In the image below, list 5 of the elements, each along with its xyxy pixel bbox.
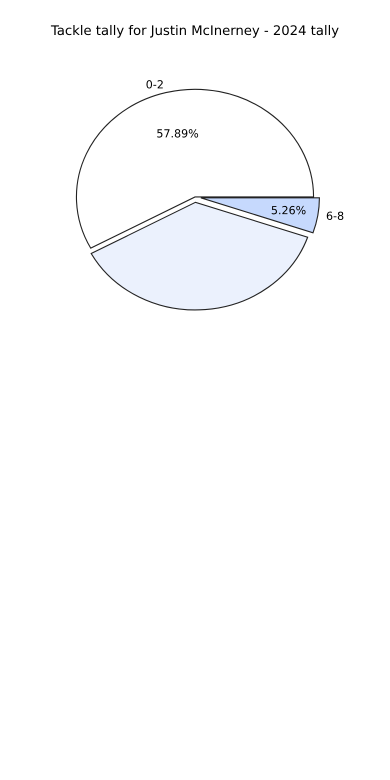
data-label: 5.26%	[272, 206, 306, 214]
chart-title: Tackle tally for Justin McInerney - 2024 tally	[50, 24, 339, 38]
data-label: 57.89%	[157, 129, 198, 138]
slice-label: 6-8	[326, 212, 344, 220]
slice-label: 0-2	[146, 80, 163, 89]
